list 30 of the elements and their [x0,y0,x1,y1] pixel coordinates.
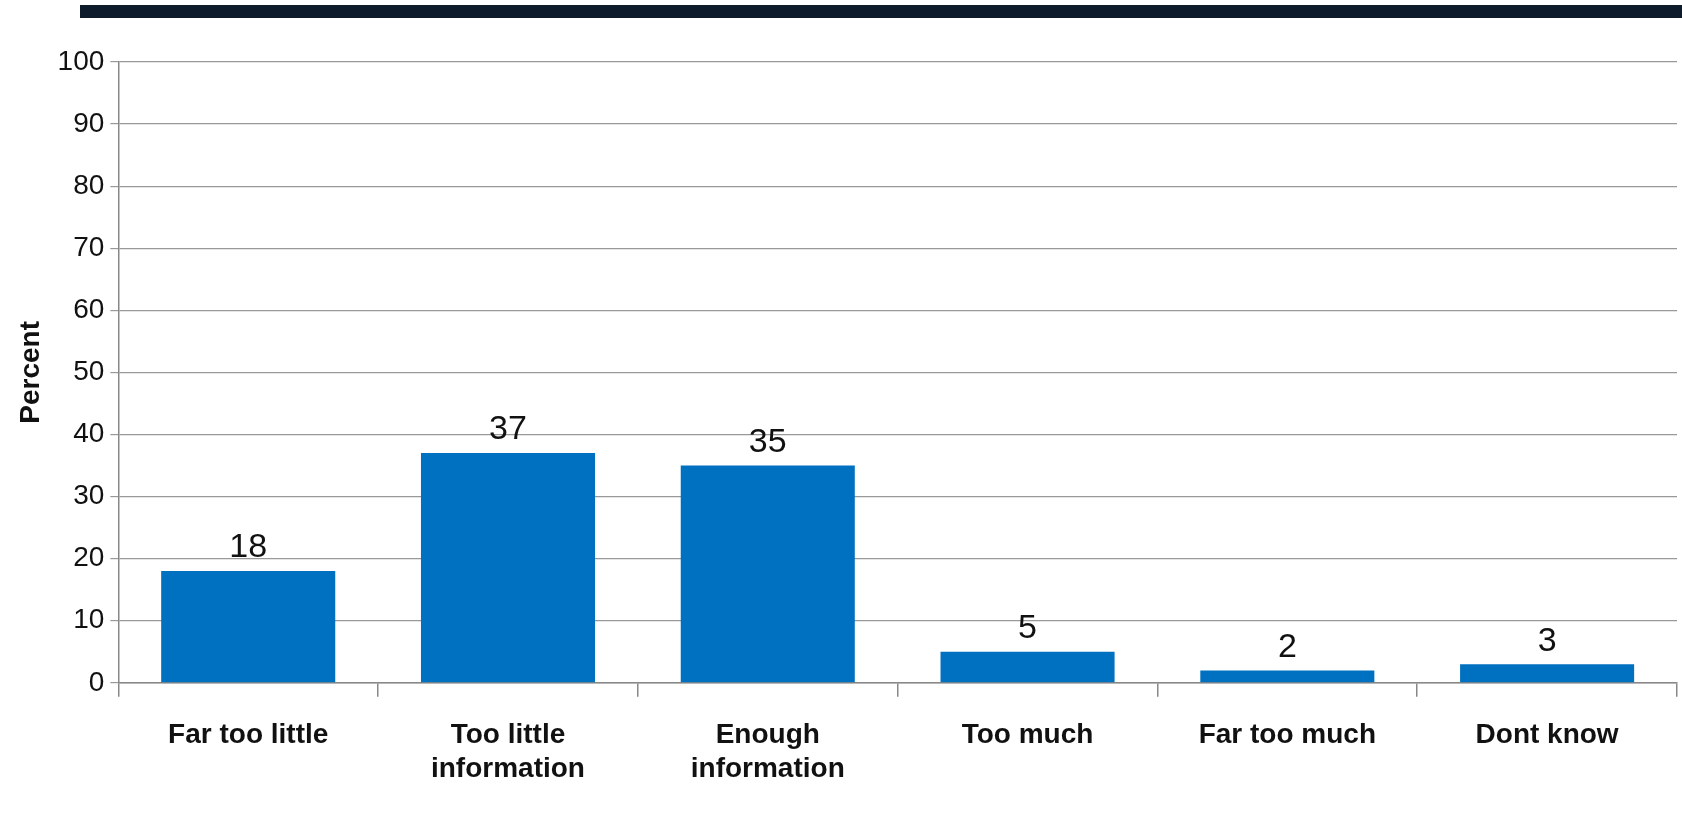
y-tick-label: 30 [73,479,105,511]
y-tick-label: 100 [57,44,105,76]
x-tick-label: Too little information [430,718,585,783]
data-label: 3 [1537,619,1557,658]
bar [1460,664,1635,683]
y-tick-label: 10 [73,603,105,635]
data-label: 5 [1018,607,1038,646]
y-tick-label: 60 [73,293,105,325]
x-tick-label: Dont know [1475,718,1619,750]
y-tick-label: 90 [73,106,105,138]
y-tick-label: 20 [73,541,105,573]
bar [161,571,336,683]
y-tick-label: 50 [73,355,105,387]
y-tick-label: 70 [73,230,105,262]
bar [420,453,596,683]
y-axis-title: Percent [13,321,45,424]
x-tick-label: Too much [961,718,1094,750]
bar [680,465,855,683]
y-tick-label: 40 [73,417,105,449]
data-label: 35 [748,420,787,459]
x-tick-label: Far too little [168,718,329,750]
data-label: 2 [1277,625,1297,664]
x-tick-label: Enough information [690,718,845,783]
bar [940,651,1115,683]
y-tick-label: 0 [88,665,105,697]
data-label: 37 [489,408,527,447]
x-tick-label: Far too much [1198,718,1376,750]
bar [1200,670,1375,683]
y-tick-label: 80 [73,168,105,200]
data-label: 18 [229,526,268,565]
